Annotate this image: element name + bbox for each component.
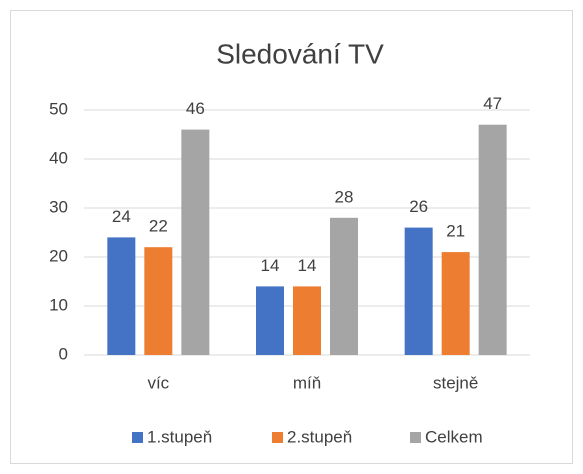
bar bbox=[107, 237, 136, 355]
legend-swatch bbox=[272, 432, 283, 443]
x-tick-label: víc bbox=[147, 373, 169, 392]
data-label: 28 bbox=[335, 187, 354, 206]
y-tick-label: 30 bbox=[49, 197, 68, 216]
data-label: 47 bbox=[483, 94, 502, 113]
bar bbox=[441, 252, 470, 355]
data-label: 14 bbox=[261, 256, 280, 275]
legend-label: Celkem bbox=[425, 427, 483, 446]
legend-swatch bbox=[132, 432, 143, 443]
data-label: 46 bbox=[186, 99, 205, 118]
legend-label: 1.stupeň bbox=[147, 427, 212, 446]
bar bbox=[404, 227, 433, 355]
bar bbox=[330, 217, 358, 355]
x-tick-label: míň bbox=[293, 373, 321, 392]
bar bbox=[256, 286, 284, 355]
bar bbox=[478, 124, 507, 355]
y-tick-label: 20 bbox=[49, 246, 68, 265]
chart-title: Sledování TV bbox=[216, 38, 384, 69]
data-label: 21 bbox=[446, 222, 465, 241]
bar bbox=[181, 129, 210, 355]
legend-swatch bbox=[410, 432, 421, 443]
bar bbox=[293, 286, 321, 355]
data-label: 26 bbox=[409, 197, 428, 216]
legend-label: 2.stupeň bbox=[287, 427, 352, 446]
y-tick-label: 0 bbox=[59, 344, 68, 363]
data-label: 24 bbox=[112, 207, 131, 226]
y-tick-label: 10 bbox=[49, 295, 68, 314]
y-tick-label: 50 bbox=[49, 99, 68, 118]
bar bbox=[144, 247, 173, 355]
data-label: 14 bbox=[298, 256, 317, 275]
y-tick-label: 40 bbox=[49, 148, 68, 167]
x-tick-label: stejně bbox=[433, 373, 478, 392]
data-label: 22 bbox=[149, 217, 168, 236]
